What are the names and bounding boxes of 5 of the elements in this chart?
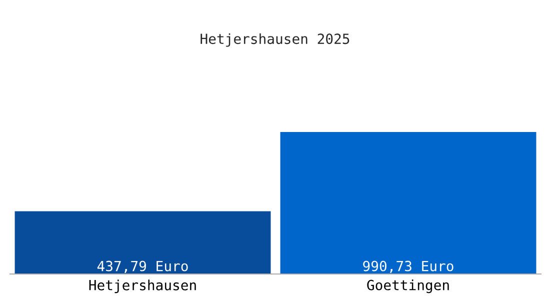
x-tick-label: Hetjershausen (89, 280, 196, 294)
chart-title: Hetjershausen 2025 (200, 33, 350, 47)
data-label: 437,79 Euro (97, 260, 188, 274)
x-tick-label: Goettingen (367, 280, 449, 294)
data-label: 990,73 Euro (363, 260, 454, 274)
